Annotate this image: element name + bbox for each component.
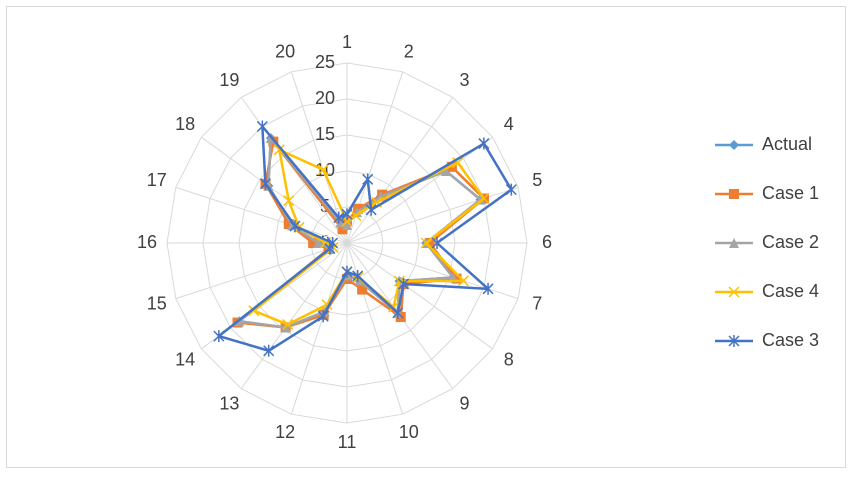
r-tick-label: 10 [315, 160, 335, 180]
marker [308, 238, 319, 248]
category-label: 1 [342, 32, 352, 52]
marker [353, 203, 364, 214]
marker [341, 208, 353, 221]
category-label: 6 [542, 232, 552, 252]
spoke [346, 136, 493, 244]
marker [259, 177, 271, 190]
marker [729, 140, 739, 150]
legend-label: Case 1 [762, 183, 819, 203]
category-label: 12 [275, 422, 295, 442]
category-label: 16 [137, 232, 157, 252]
marker [213, 330, 225, 343]
spoke [346, 242, 519, 300]
spoke [240, 97, 348, 244]
marker [289, 220, 301, 233]
marker [327, 237, 339, 249]
spoke [290, 71, 348, 244]
marker [729, 238, 739, 248]
marker [317, 310, 329, 323]
spoke [240, 242, 348, 389]
marker [482, 282, 494, 295]
marker [317, 164, 329, 176]
marker [283, 219, 294, 230]
chart-border [6, 6, 846, 468]
marker [451, 273, 462, 284]
category-label: 13 [219, 394, 239, 414]
category-label: 20 [275, 42, 295, 62]
marker [354, 275, 365, 286]
marker [441, 166, 452, 177]
category-label: 14 [175, 349, 195, 369]
marker [263, 344, 275, 357]
spoke [201, 136, 348, 244]
marker [424, 238, 435, 248]
legend-label: Actual [762, 134, 812, 154]
marker [282, 319, 294, 331]
marker [478, 137, 490, 150]
marker [341, 265, 353, 278]
spoke [290, 242, 348, 415]
marker [505, 183, 517, 196]
marker [478, 192, 490, 205]
spoke [346, 242, 493, 350]
marker [273, 144, 285, 156]
category-label: 18 [175, 114, 195, 134]
category-label: 5 [532, 170, 542, 190]
marker [256, 120, 268, 133]
marker [333, 211, 345, 224]
category-label: 7 [532, 294, 542, 314]
category-label: 19 [219, 70, 239, 90]
legend: Actual Case 1 Case 2 Case 4 Case 3 [715, 134, 819, 350]
marker [362, 173, 374, 186]
marker [397, 278, 410, 291]
spoke [175, 242, 348, 300]
legend-label: Case 4 [762, 281, 819, 301]
r-tick-label: 20 [315, 88, 335, 108]
category-label: 10 [399, 422, 419, 442]
marker [365, 203, 377, 216]
marker [342, 220, 352, 230]
marker [457, 275, 469, 287]
marker [729, 189, 739, 199]
marker [350, 210, 362, 222]
marker [313, 238, 324, 248]
legend-label: Case 2 [762, 232, 819, 252]
marker [420, 237, 432, 249]
category-label: 9 [460, 394, 470, 414]
spoke [346, 242, 404, 415]
marker [728, 286, 740, 298]
category-label: 2 [404, 42, 414, 62]
category-label: 3 [460, 70, 470, 90]
spoke [346, 186, 519, 244]
marker [352, 269, 364, 282]
marker [431, 237, 443, 249]
category-label: 15 [147, 294, 167, 314]
r-tick-label: 25 [315, 52, 335, 72]
spoke [346, 97, 454, 244]
marker [452, 157, 464, 169]
r-tick-label: 15 [315, 124, 335, 144]
category-label: 11 [338, 432, 357, 452]
category-label: 17 [147, 170, 167, 190]
marker [357, 284, 368, 295]
marker [283, 195, 295, 207]
category-label: 4 [504, 114, 514, 134]
category-label: 8 [504, 349, 514, 369]
spoke [175, 186, 348, 244]
marker [728, 335, 740, 347]
legend-label: Case 3 [762, 330, 819, 350]
marker [392, 306, 404, 319]
plot [213, 120, 517, 357]
